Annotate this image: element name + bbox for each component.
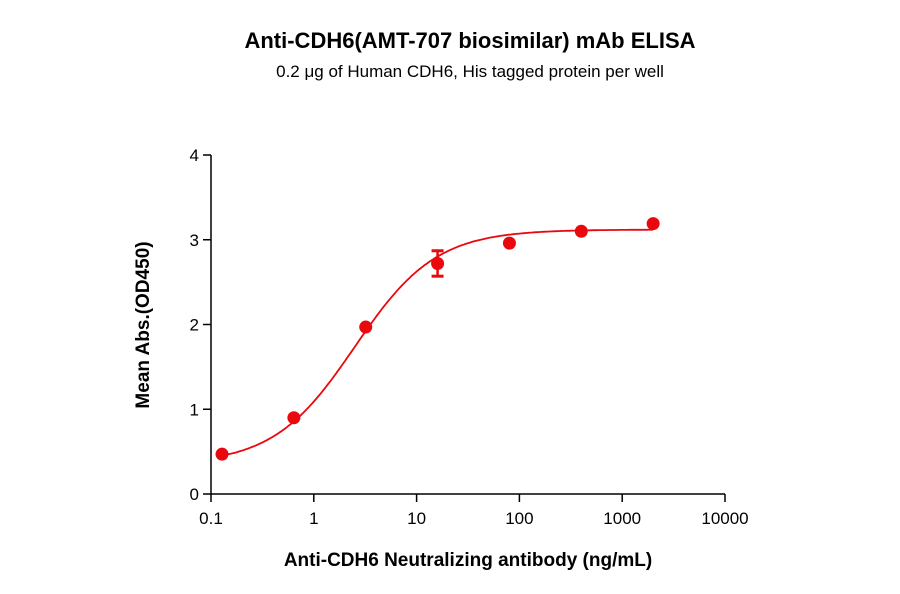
x-tick-label: 10000	[701, 509, 748, 528]
data-point	[574, 224, 588, 238]
x-tick-label: 1	[309, 509, 318, 528]
y-tick-label: 3	[190, 231, 199, 250]
data-point	[215, 447, 229, 461]
x-tick-label: 10	[407, 509, 426, 528]
x-tick-label: 100	[505, 509, 533, 528]
y-tick-label: 2	[190, 316, 199, 335]
x-axis-label: Anti-CDH6 Neutralizing antibody (ng/mL)	[284, 550, 652, 571]
y-axis-label: Mean Abs.(OD450)	[133, 241, 154, 408]
data-point	[431, 256, 445, 270]
y-tick-label: 0	[190, 485, 199, 504]
axes: 0 1 2 3 4 0.1 1 10 100 1000 10000	[190, 146, 749, 528]
data-points	[215, 217, 660, 461]
chart-title: Anti-CDH6(AMT-707 biosimilar) mAb ELISA	[244, 28, 695, 53]
data-point	[287, 411, 301, 425]
chart-subtitle: 0.2 μg of Human CDH6, His tagged protein…	[276, 62, 664, 81]
y-tick-label: 4	[190, 146, 199, 165]
x-tick-label: 1000	[603, 509, 641, 528]
data-point	[359, 320, 373, 334]
x-tick-label: 0.1	[199, 509, 223, 528]
data-point	[502, 236, 516, 250]
y-tick-label: 1	[190, 400, 199, 419]
data-point	[646, 217, 660, 231]
